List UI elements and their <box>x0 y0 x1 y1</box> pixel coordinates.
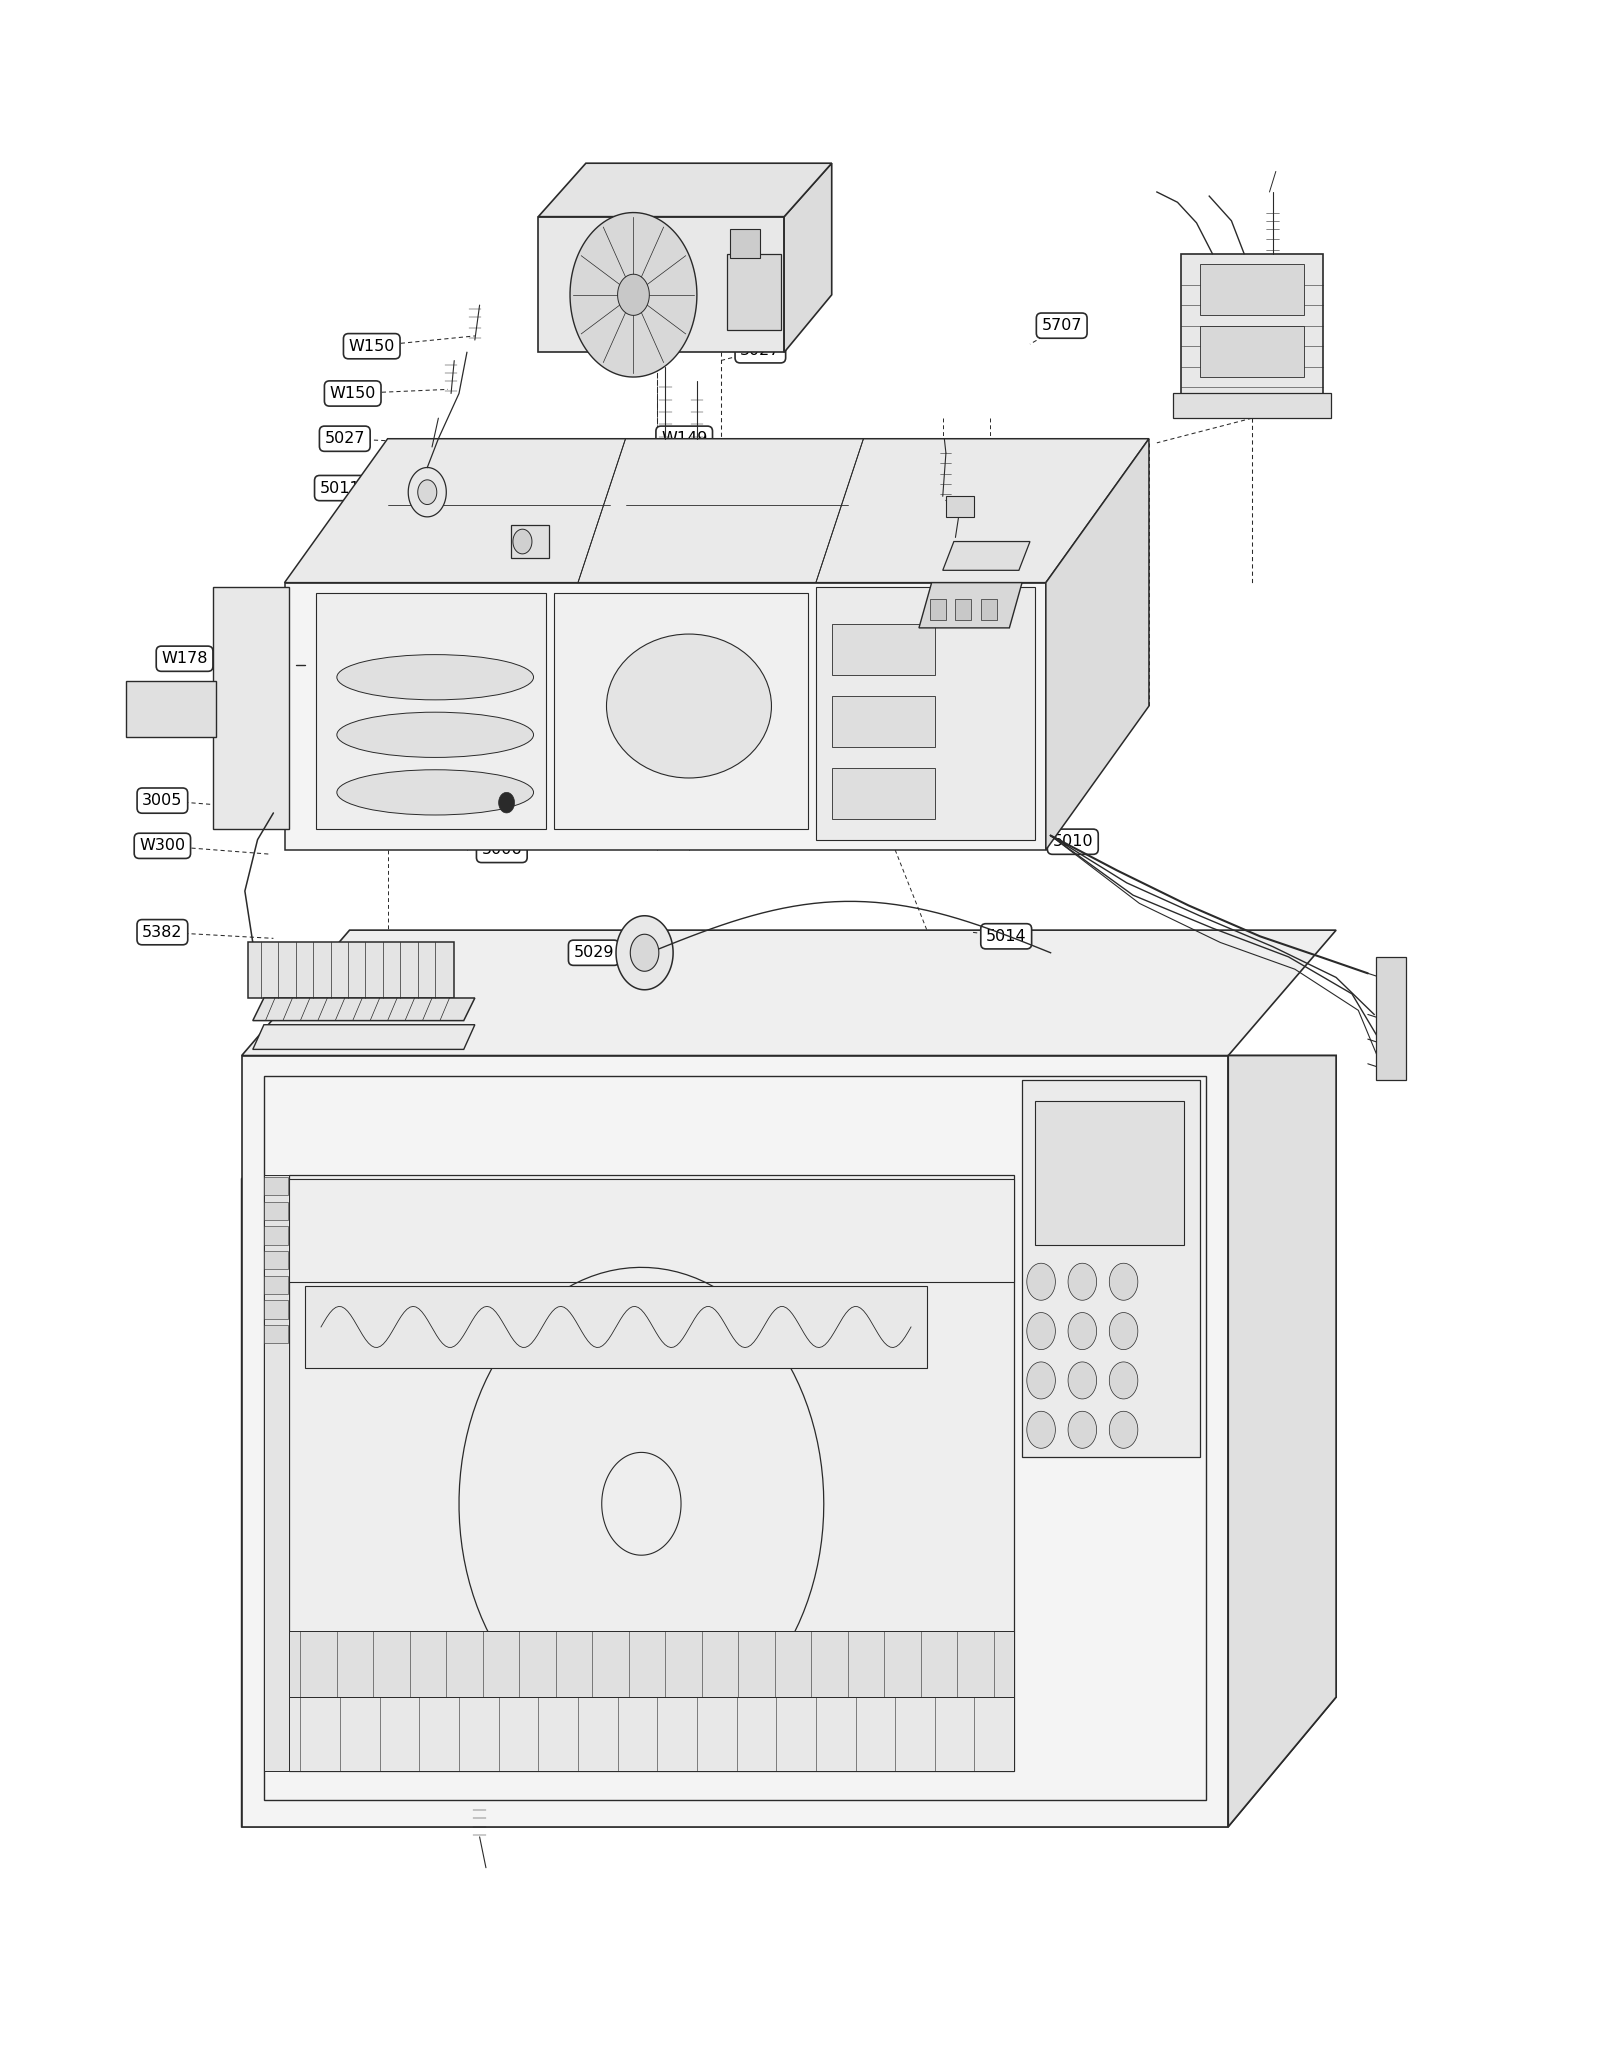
Text: 5382: 5382 <box>142 925 182 940</box>
Polygon shape <box>253 998 475 1021</box>
Polygon shape <box>554 592 808 830</box>
Text: 5800: 5800 <box>414 797 456 811</box>
Polygon shape <box>832 623 934 675</box>
Polygon shape <box>1376 956 1406 1081</box>
Polygon shape <box>1027 1362 1056 1399</box>
Text: 5006: 5006 <box>482 842 522 857</box>
Text: 5011: 5011 <box>320 480 360 495</box>
Ellipse shape <box>338 770 533 816</box>
Polygon shape <box>213 586 290 830</box>
Polygon shape <box>630 934 659 971</box>
Polygon shape <box>1069 1412 1096 1449</box>
Text: W150: W150 <box>349 339 395 354</box>
Text: 5010: 5010 <box>1053 834 1093 849</box>
Polygon shape <box>942 542 1030 571</box>
Polygon shape <box>1027 1312 1056 1350</box>
Polygon shape <box>918 582 1022 627</box>
Polygon shape <box>538 217 784 352</box>
Polygon shape <box>264 1201 288 1219</box>
Polygon shape <box>264 1250 288 1269</box>
Polygon shape <box>1069 1263 1096 1300</box>
Text: 3005: 3005 <box>142 793 182 807</box>
Polygon shape <box>1109 1412 1138 1449</box>
Text: 5041: 5041 <box>1014 613 1054 627</box>
Polygon shape <box>499 793 515 814</box>
Polygon shape <box>514 530 531 555</box>
Polygon shape <box>253 1025 475 1049</box>
Text: 5014: 5014 <box>986 929 1027 944</box>
Polygon shape <box>538 164 832 217</box>
Polygon shape <box>285 582 1046 851</box>
Polygon shape <box>616 915 674 989</box>
Polygon shape <box>1109 1263 1138 1300</box>
Polygon shape <box>264 1275 288 1294</box>
Polygon shape <box>1046 439 1149 851</box>
Polygon shape <box>248 942 454 998</box>
Ellipse shape <box>338 654 533 700</box>
Polygon shape <box>264 1225 288 1244</box>
Polygon shape <box>1109 1362 1138 1399</box>
Text: 3027: 3027 <box>741 344 781 358</box>
Polygon shape <box>570 213 698 377</box>
Polygon shape <box>285 439 1149 582</box>
Text: 5037: 5037 <box>323 967 363 981</box>
Text: W150: W150 <box>330 385 376 402</box>
Text: 5001: 5001 <box>994 538 1035 553</box>
Polygon shape <box>1069 1312 1096 1350</box>
Polygon shape <box>832 696 934 747</box>
Polygon shape <box>1109 1312 1138 1350</box>
Polygon shape <box>832 768 934 820</box>
Polygon shape <box>242 1056 1229 1826</box>
Polygon shape <box>290 1176 1014 1772</box>
Text: 5412: 5412 <box>1034 691 1074 708</box>
Polygon shape <box>126 681 216 737</box>
Polygon shape <box>317 592 546 830</box>
Polygon shape <box>930 598 946 619</box>
Polygon shape <box>784 164 832 352</box>
Polygon shape <box>1200 325 1304 377</box>
Polygon shape <box>1027 1263 1056 1300</box>
Ellipse shape <box>338 712 533 758</box>
Polygon shape <box>1027 1412 1056 1449</box>
Polygon shape <box>264 1325 288 1343</box>
Text: 5029: 5029 <box>573 946 614 960</box>
Polygon shape <box>1173 393 1331 418</box>
Text: 5027: 5027 <box>325 431 365 447</box>
Text: 5045: 5045 <box>142 698 182 714</box>
Polygon shape <box>242 929 1336 1056</box>
Text: W178: W178 <box>162 652 208 667</box>
Text: 5016: 5016 <box>443 503 485 518</box>
Polygon shape <box>512 526 549 559</box>
Polygon shape <box>264 1300 288 1319</box>
Polygon shape <box>418 480 437 505</box>
Polygon shape <box>981 598 997 619</box>
Polygon shape <box>290 1631 1014 1697</box>
Polygon shape <box>726 255 781 329</box>
Polygon shape <box>730 230 760 259</box>
Polygon shape <box>1200 265 1304 315</box>
Text: 5707: 5707 <box>1042 319 1082 333</box>
Polygon shape <box>1035 1101 1184 1244</box>
Polygon shape <box>955 598 971 619</box>
Polygon shape <box>816 586 1035 840</box>
Polygon shape <box>1022 1081 1200 1457</box>
Polygon shape <box>1181 255 1323 402</box>
Polygon shape <box>408 468 446 518</box>
Ellipse shape <box>606 633 771 778</box>
Polygon shape <box>1229 1056 1336 1826</box>
Polygon shape <box>946 497 974 518</box>
Polygon shape <box>306 1285 926 1368</box>
Text: W300: W300 <box>139 838 186 853</box>
Text: W109: W109 <box>947 455 994 470</box>
Polygon shape <box>264 1176 290 1772</box>
Polygon shape <box>264 1178 288 1194</box>
Polygon shape <box>1069 1362 1096 1399</box>
Polygon shape <box>290 1697 1014 1772</box>
Polygon shape <box>242 1056 1336 1826</box>
Polygon shape <box>618 273 650 315</box>
Polygon shape <box>290 1180 1014 1281</box>
Text: W149: W149 <box>661 431 707 447</box>
